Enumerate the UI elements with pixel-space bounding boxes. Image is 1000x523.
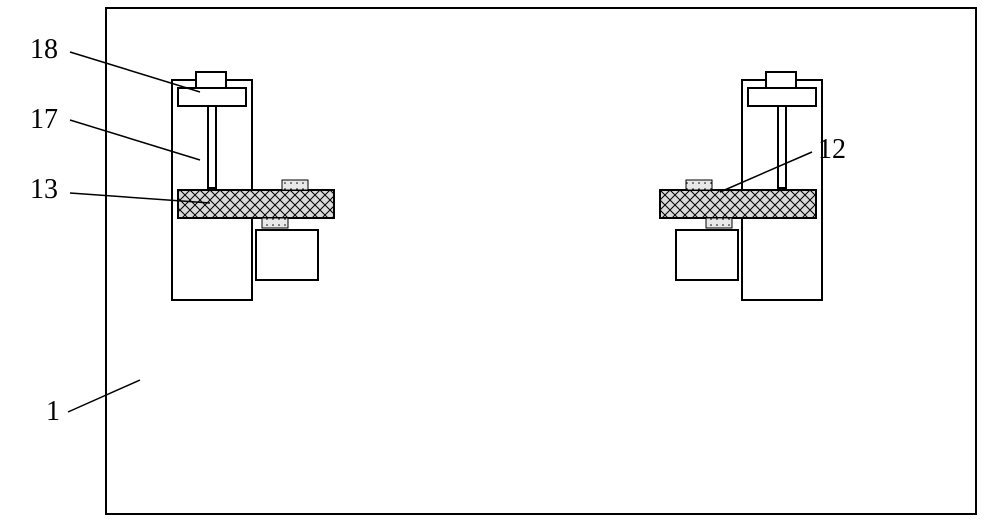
- notch-top-right: [686, 180, 712, 190]
- top-cap-left: [196, 72, 226, 88]
- label-18: 18: [30, 34, 58, 65]
- label-1: 1: [46, 396, 60, 427]
- notch-top-left: [282, 180, 308, 190]
- label-12: 12: [818, 134, 846, 165]
- slider-left: [178, 190, 334, 218]
- top-cap-right: [766, 72, 796, 88]
- lower-block-left: [256, 230, 318, 280]
- label-17: 17: [30, 104, 58, 135]
- top-bar-right: [748, 88, 816, 106]
- shaft-right: [778, 106, 786, 188]
- shaft-left: [208, 106, 216, 188]
- notch-bottom-left: [262, 218, 288, 228]
- lower-block-right: [676, 230, 738, 280]
- diagram-svg: 18 17 13 12 1: [0, 0, 1000, 523]
- notch-bottom-right: [706, 218, 732, 228]
- top-bar-left: [178, 88, 246, 106]
- label-13: 13: [30, 174, 58, 205]
- slider-right: [660, 190, 816, 218]
